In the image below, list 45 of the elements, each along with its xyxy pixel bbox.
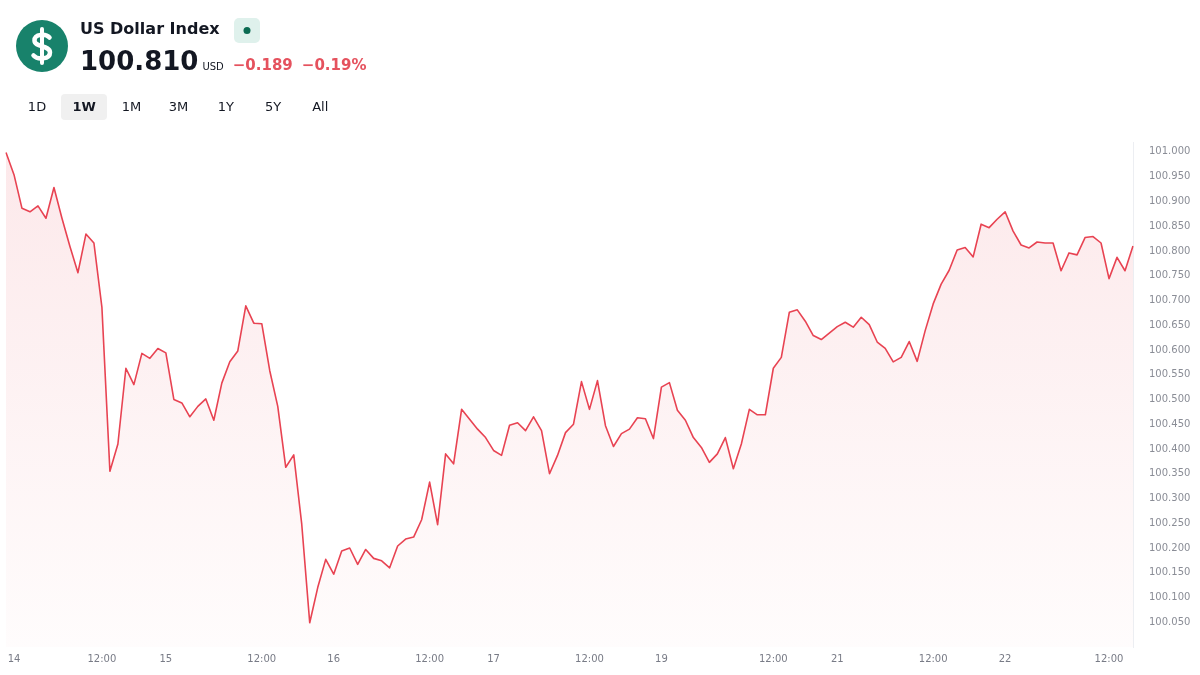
y-tick-label: 100.650 — [1149, 318, 1191, 330]
y-tick-label: 100.400 — [1149, 442, 1191, 454]
x-tick-label: 12:00 — [415, 652, 445, 664]
text: 100.810 — [80, 46, 199, 76]
x-tick-label: 12:00 — [1094, 652, 1124, 664]
y-tick-label: 100.750 — [1149, 269, 1191, 281]
x-tick-label: 22 — [998, 652, 1012, 664]
y-tick-label: 100.500 — [1149, 393, 1191, 405]
x-tick-label: 12:00 — [918, 652, 948, 664]
text: All — [311, 98, 330, 116]
y-tick-label: 100.100 — [1149, 591, 1191, 603]
y-tick-label: 100.450 — [1149, 417, 1191, 429]
y-tick-label: 100.200 — [1149, 541, 1191, 553]
y-tick-label: 100.050 — [1149, 615, 1191, 627]
y-tick-label: 100.950 — [1149, 170, 1191, 182]
y-tick-label: 100.800 — [1149, 244, 1191, 256]
y-tick-label: 100.250 — [1149, 516, 1191, 528]
y-tick-label: 101.000 — [1149, 145, 1191, 157]
x-tick-label: 12:00 — [575, 652, 604, 664]
y-tick-label: 100.700 — [1149, 294, 1191, 306]
x-tick-label: 12:00 — [87, 652, 117, 664]
x-tick-label: 19 — [655, 652, 668, 664]
text: 5Y — [263, 98, 283, 116]
y-tick-label: 100.600 — [1149, 343, 1191, 355]
text: −0.189 — [232, 56, 293, 74]
chart-title: US Dollar Index — [80, 19, 220, 38]
x-tick-label: 16 — [327, 652, 341, 664]
x-tick-label: 14 — [7, 652, 21, 664]
y-tick-label: 100.300 — [1149, 492, 1191, 504]
text: −0.19% — [301, 56, 367, 74]
x-tick-label: 21 — [830, 652, 844, 664]
x-tick-label: 17 — [487, 652, 500, 664]
x-tick-label: 15 — [159, 652, 173, 664]
text: 1Y — [216, 98, 235, 116]
y-tick-label: 100.900 — [1149, 195, 1191, 207]
y-tick-label: 100.350 — [1149, 467, 1191, 479]
x-tick-label: 12:00 — [758, 652, 788, 664]
text: 1M — [120, 98, 143, 116]
y-tick-label: 100.550 — [1149, 368, 1191, 380]
x-tick-label: 12:00 — [247, 652, 277, 664]
text: 1D — [26, 98, 48, 116]
text: USD — [202, 61, 224, 72]
y-tick-label: 100.850 — [1149, 219, 1191, 231]
text: 3M — [167, 98, 190, 116]
y-tick-label: 100.150 — [1149, 566, 1191, 578]
